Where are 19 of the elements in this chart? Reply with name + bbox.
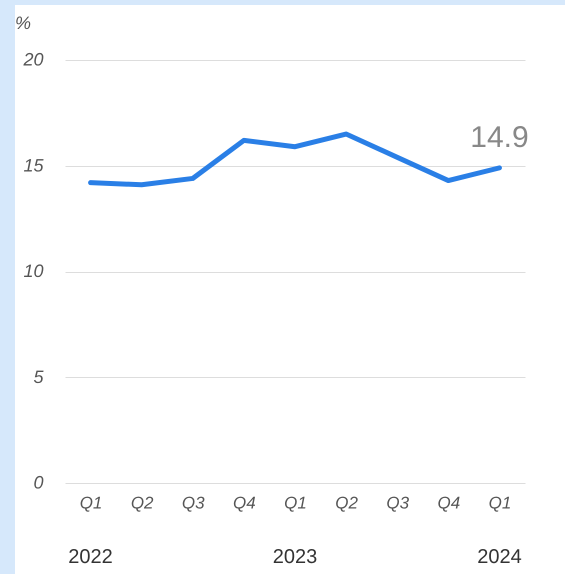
y-tick-label: 0	[33, 472, 44, 492]
x-tick-label: Q1	[284, 494, 307, 512]
x-tick-label: Q3	[386, 494, 410, 512]
y-axis-title: %	[15, 13, 32, 33]
x-tick-label: Q2	[335, 494, 358, 512]
text: 2022	[68, 546, 113, 568]
x-tick-label: Q4	[437, 494, 460, 512]
x-tick-label: Q1	[488, 494, 512, 512]
data-label: 14.9	[470, 120, 529, 154]
y-tick-label: 20	[22, 50, 44, 70]
x-tick-label: Q4	[233, 494, 256, 512]
text: 2024	[477, 546, 522, 568]
text: 2023	[272, 546, 318, 568]
x-tick-label: Q1	[80, 494, 102, 512]
x-tick-label: Q2	[130, 494, 154, 512]
x-tick-label: Q3	[182, 494, 206, 512]
y-tick-label: 15	[23, 155, 44, 176]
y-tick-label: 10	[23, 261, 44, 281]
y-tick-label: 5	[33, 366, 44, 387]
